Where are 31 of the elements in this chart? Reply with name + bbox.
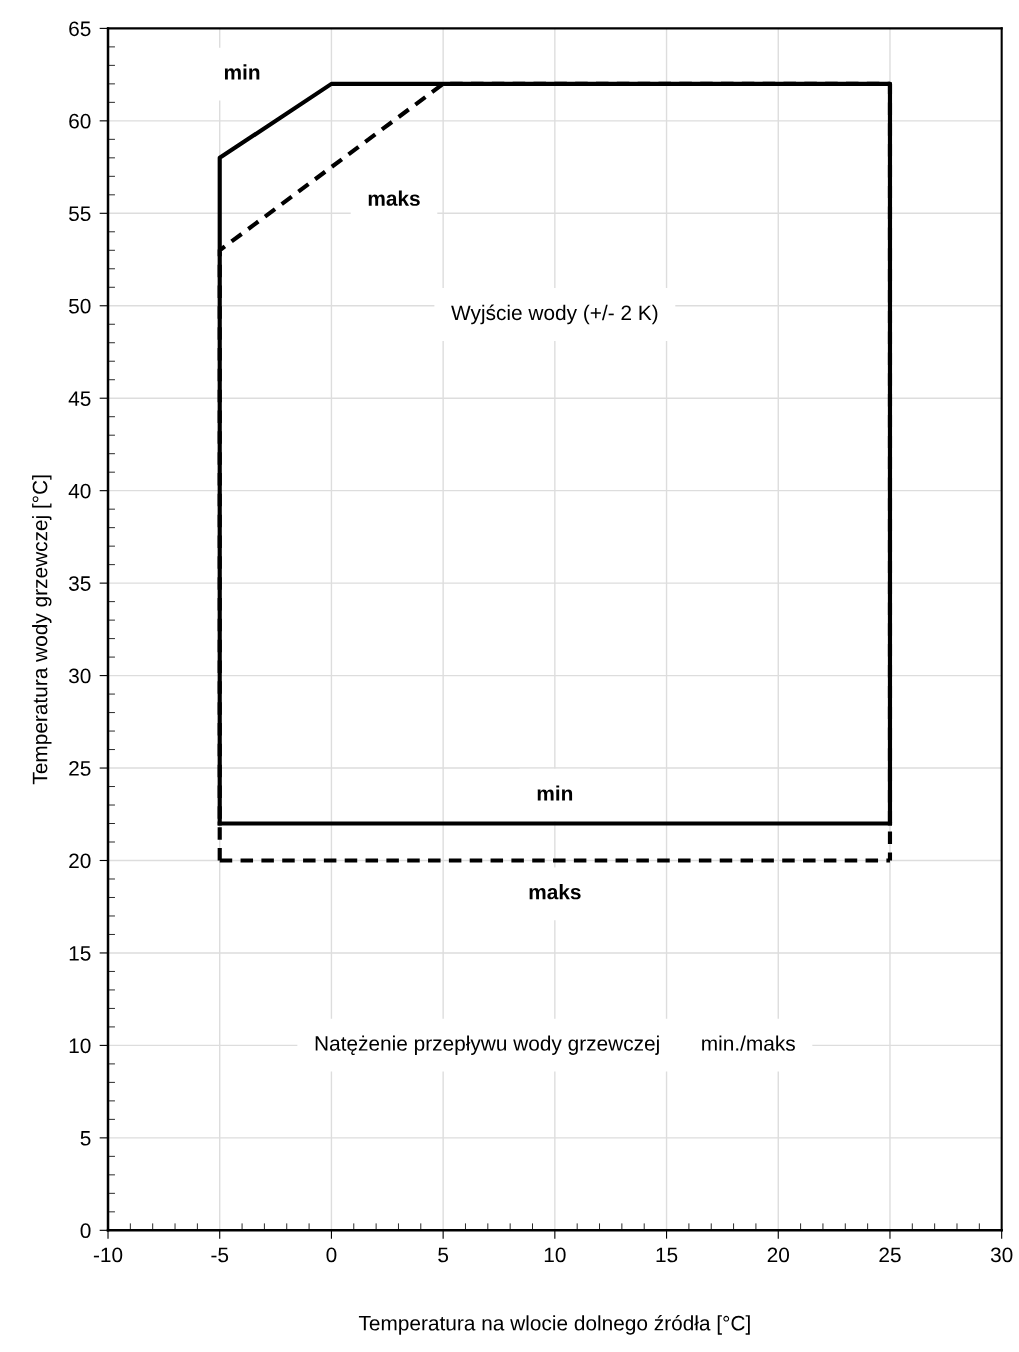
x-tick-label: 30 bbox=[990, 1247, 1013, 1263]
y-tick-label: 60 bbox=[69, 113, 91, 129]
annotation: maks bbox=[529, 884, 581, 900]
y-tick-label: 25 bbox=[69, 761, 91, 776]
annotation: maks bbox=[368, 190, 420, 206]
x-tick-label: 20 bbox=[767, 1247, 790, 1263]
x-tick-label: 15 bbox=[656, 1247, 678, 1263]
x-axis-title: Temperatura na wlocie dolnego źródła [°C] bbox=[358, 1315, 750, 1335]
y-tick-label: 10 bbox=[69, 1038, 91, 1054]
annotation: min bbox=[537, 785, 573, 801]
y-tick-label: 5 bbox=[80, 1131, 91, 1146]
y-tick-label: 50 bbox=[69, 298, 91, 314]
annotation: Wyjście wody (+/- 2 K) bbox=[451, 304, 658, 325]
y-axis-title: Temperatura wody grzewczej [°C] bbox=[32, 475, 52, 785]
y-tick-label: 15 bbox=[69, 946, 91, 961]
y-tick-label: 20 bbox=[69, 853, 91, 869]
x-tick-label: 10 bbox=[544, 1247, 566, 1263]
x-tick-label: 25 bbox=[879, 1247, 901, 1263]
x-tick-label: -5 bbox=[211, 1247, 229, 1263]
y-tick-label: 40 bbox=[68, 483, 91, 499]
y-tick-label: 65 bbox=[69, 21, 91, 37]
annotation: min bbox=[224, 64, 260, 80]
y-tick-label: 0 bbox=[80, 1223, 91, 1239]
x-tick-label: 5 bbox=[438, 1247, 449, 1263]
x-tick-label: -10 bbox=[93, 1247, 123, 1263]
annotation: Natężenie przepływu wody grzewczej min./maks bbox=[315, 1035, 795, 1055]
y-tick-label: 55 bbox=[69, 206, 91, 222]
x-tick-label: 0 bbox=[326, 1247, 337, 1263]
y-tick-label: 30 bbox=[68, 668, 91, 684]
y-tick-label: 45 bbox=[68, 391, 91, 406]
y-tick-label: 35 bbox=[68, 576, 91, 591]
